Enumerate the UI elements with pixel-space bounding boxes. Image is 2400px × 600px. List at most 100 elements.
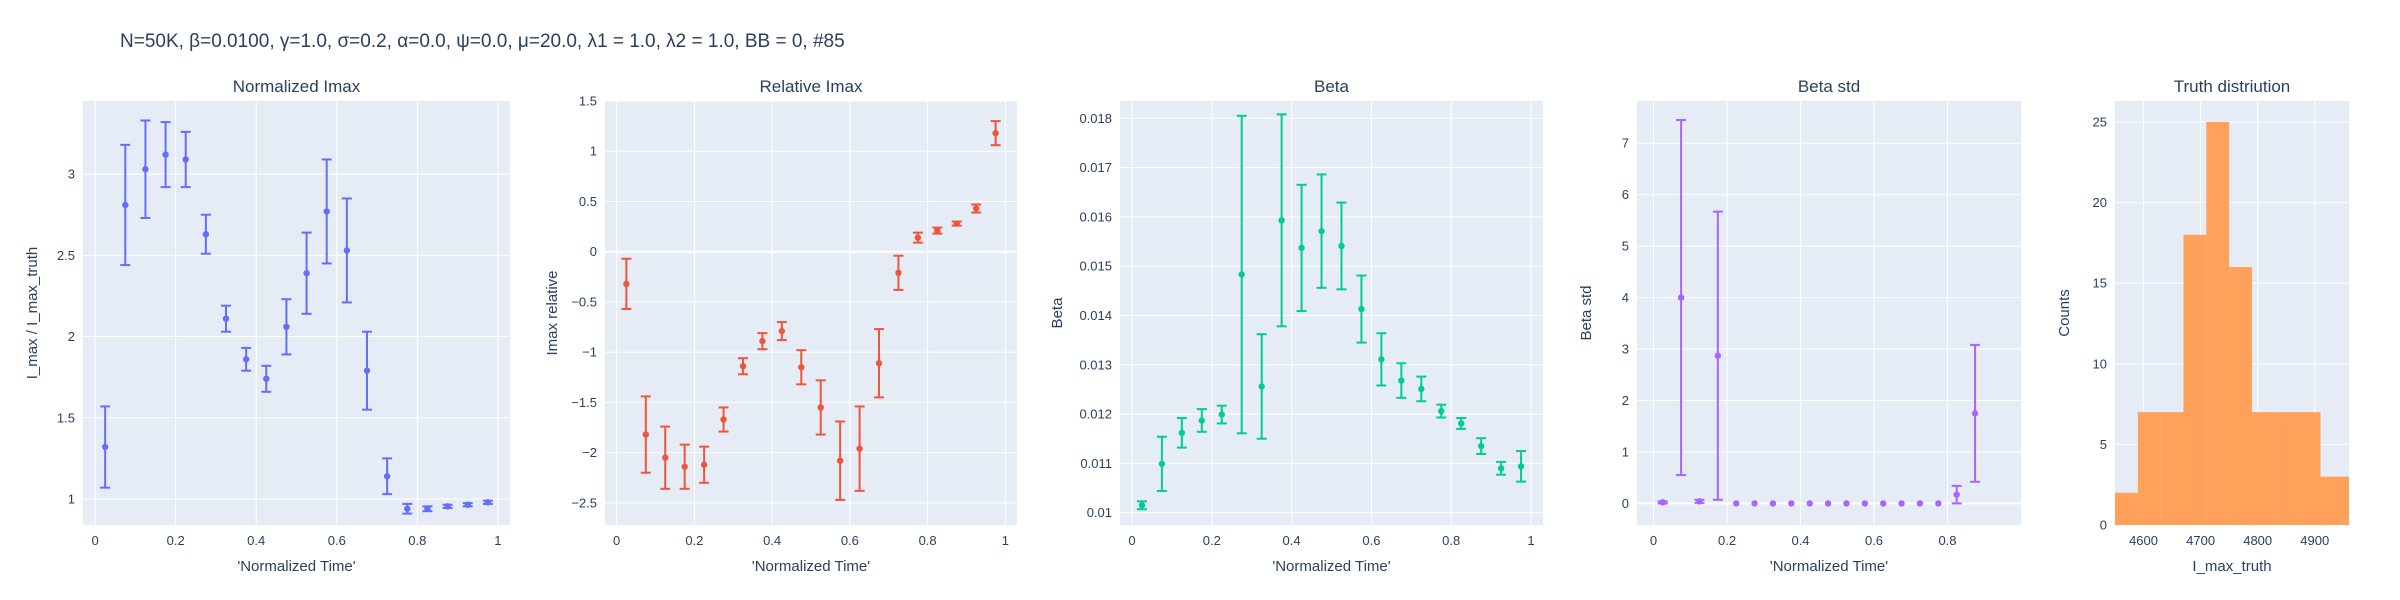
data-point [464,501,471,508]
data-point [222,315,230,322]
y-tick-label: 0.017 [1079,160,1112,175]
panel-4: 0 0.2 0.4 0.6 0.8 0 1 2 3 4 5 6 7 Beta std 'Normalized… [1578,77,2021,575]
x-tick-label: 0.6 [328,533,346,548]
data-point [283,323,290,331]
y-tick-label: 0.014 [1079,308,1112,323]
panel-title: Beta std [1798,77,1860,96]
data-point [1378,356,1385,363]
plot-area [83,101,510,525]
y-tick-label: 0 [2100,518,2107,533]
data-point [142,166,149,173]
x-tick-label: 0.8 [919,533,937,548]
y-tick-label: −2.5 [571,495,597,510]
y-tick-label: 0.01 [1087,505,1112,520]
y-tick-label: 1.5 [57,410,75,425]
y-tick-label: 0.011 [1080,456,1112,471]
data-point [1696,498,1703,505]
panel-1: 0 0.2 0.4 0.6 0.8 1 1 1.5 2 2.5 3 Normalized Imax 'N… [24,77,510,575]
y-axis-label: Beta [1049,297,1066,329]
data-point [759,337,766,345]
data-point [1318,227,1325,235]
data-point [1971,410,1979,417]
panel-title: Beta [1314,77,1350,96]
y-tick-label: 0.015 [1079,259,1112,274]
data-point [101,443,109,451]
y-tick-label: 0 [590,244,597,259]
histogram-bar [2137,412,2161,525]
data-point [404,505,411,512]
x-tick-label: 0.4 [247,533,265,548]
x-tick-label: 0.6 [841,533,859,548]
y-tick-label: 1.5 [579,94,597,109]
data-point [739,363,747,370]
x-tick-label: 0.2 [167,533,185,548]
data-point [1861,500,1869,507]
y-tick-label: 2.5 [57,248,75,263]
x-tick-label: 0 [1128,533,1135,548]
y-tick-label: 6 [1622,187,1629,202]
x-axis-label: 'Normalized Time' [237,558,355,575]
x-tick-label: 0 [613,533,620,548]
x-tick-label: 4600 [2129,533,2158,548]
data-point [1677,294,1685,301]
data-point [1218,411,1225,418]
data-point [720,416,727,423]
data-point [263,375,270,382]
data-point [681,463,688,470]
panel-title: Truth distriution [2174,77,2291,96]
x-axis-label: 'Normalized Time' [1770,558,1888,575]
y-tick-label: 0.016 [1079,209,1112,224]
data-point [1916,500,1924,507]
data-point [1338,242,1345,250]
x-axis-label: 'Normalized Time' [752,558,870,575]
data-point [1258,383,1265,390]
x-tick-label: 4700 [2186,533,2215,548]
data-point [1398,377,1405,384]
histogram-bar [2206,121,2230,525]
x-tick-label: 0.8 [1442,533,1460,548]
panel-5: 4600 4700 4800 4900 0 5 10 15 20 25 Truth distriut… [2056,77,2349,575]
data-point [856,445,863,452]
y-axis-label: Beta std [1578,285,1595,340]
histogram-bar [2183,234,2207,526]
data-point [1751,500,1758,507]
y-axis-label: Counts [2056,289,2073,337]
data-point [1278,217,1285,224]
y-tick-label: 15 [2093,276,2107,291]
data-point [1238,271,1245,278]
data-point [122,201,129,209]
data-point [202,231,210,238]
data-point [836,457,844,464]
y-tick-label: 1 [68,492,75,507]
y-tick-label: 1 [1622,444,1629,459]
data-point [424,505,431,512]
y-tick-label: −1 [582,345,597,360]
x-tick-label: 0.4 [763,533,781,548]
data-point [1438,407,1445,415]
histogram-bar [2251,412,2275,525]
y-tick-label: −2 [582,445,597,460]
data-point [1457,420,1465,427]
x-tick-label: 0 [91,533,98,548]
y-tick-label: 0.5 [579,194,597,209]
y-tick-label: 2 [68,329,75,344]
data-point [242,356,250,363]
y-tick-label: 7 [1622,136,1629,151]
data-point [953,220,960,227]
x-tick-label: 0.6 [1362,533,1380,548]
data-point [914,234,922,241]
x-tick-label: 0.2 [1203,533,1221,548]
y-tick-label: 0 [1622,496,1629,511]
data-point [323,208,330,215]
data-point [798,364,805,371]
y-tick-label: 5 [2100,437,2107,452]
x-tick-label: 1 [494,533,501,548]
histogram-bar [2320,476,2349,525]
data-point [1198,417,1206,424]
panel-title: Relative Imax [760,77,863,96]
data-point [363,367,371,374]
data-point [1298,244,1305,252]
y-tick-label: 25 [2093,114,2107,129]
data-point [1824,500,1832,507]
